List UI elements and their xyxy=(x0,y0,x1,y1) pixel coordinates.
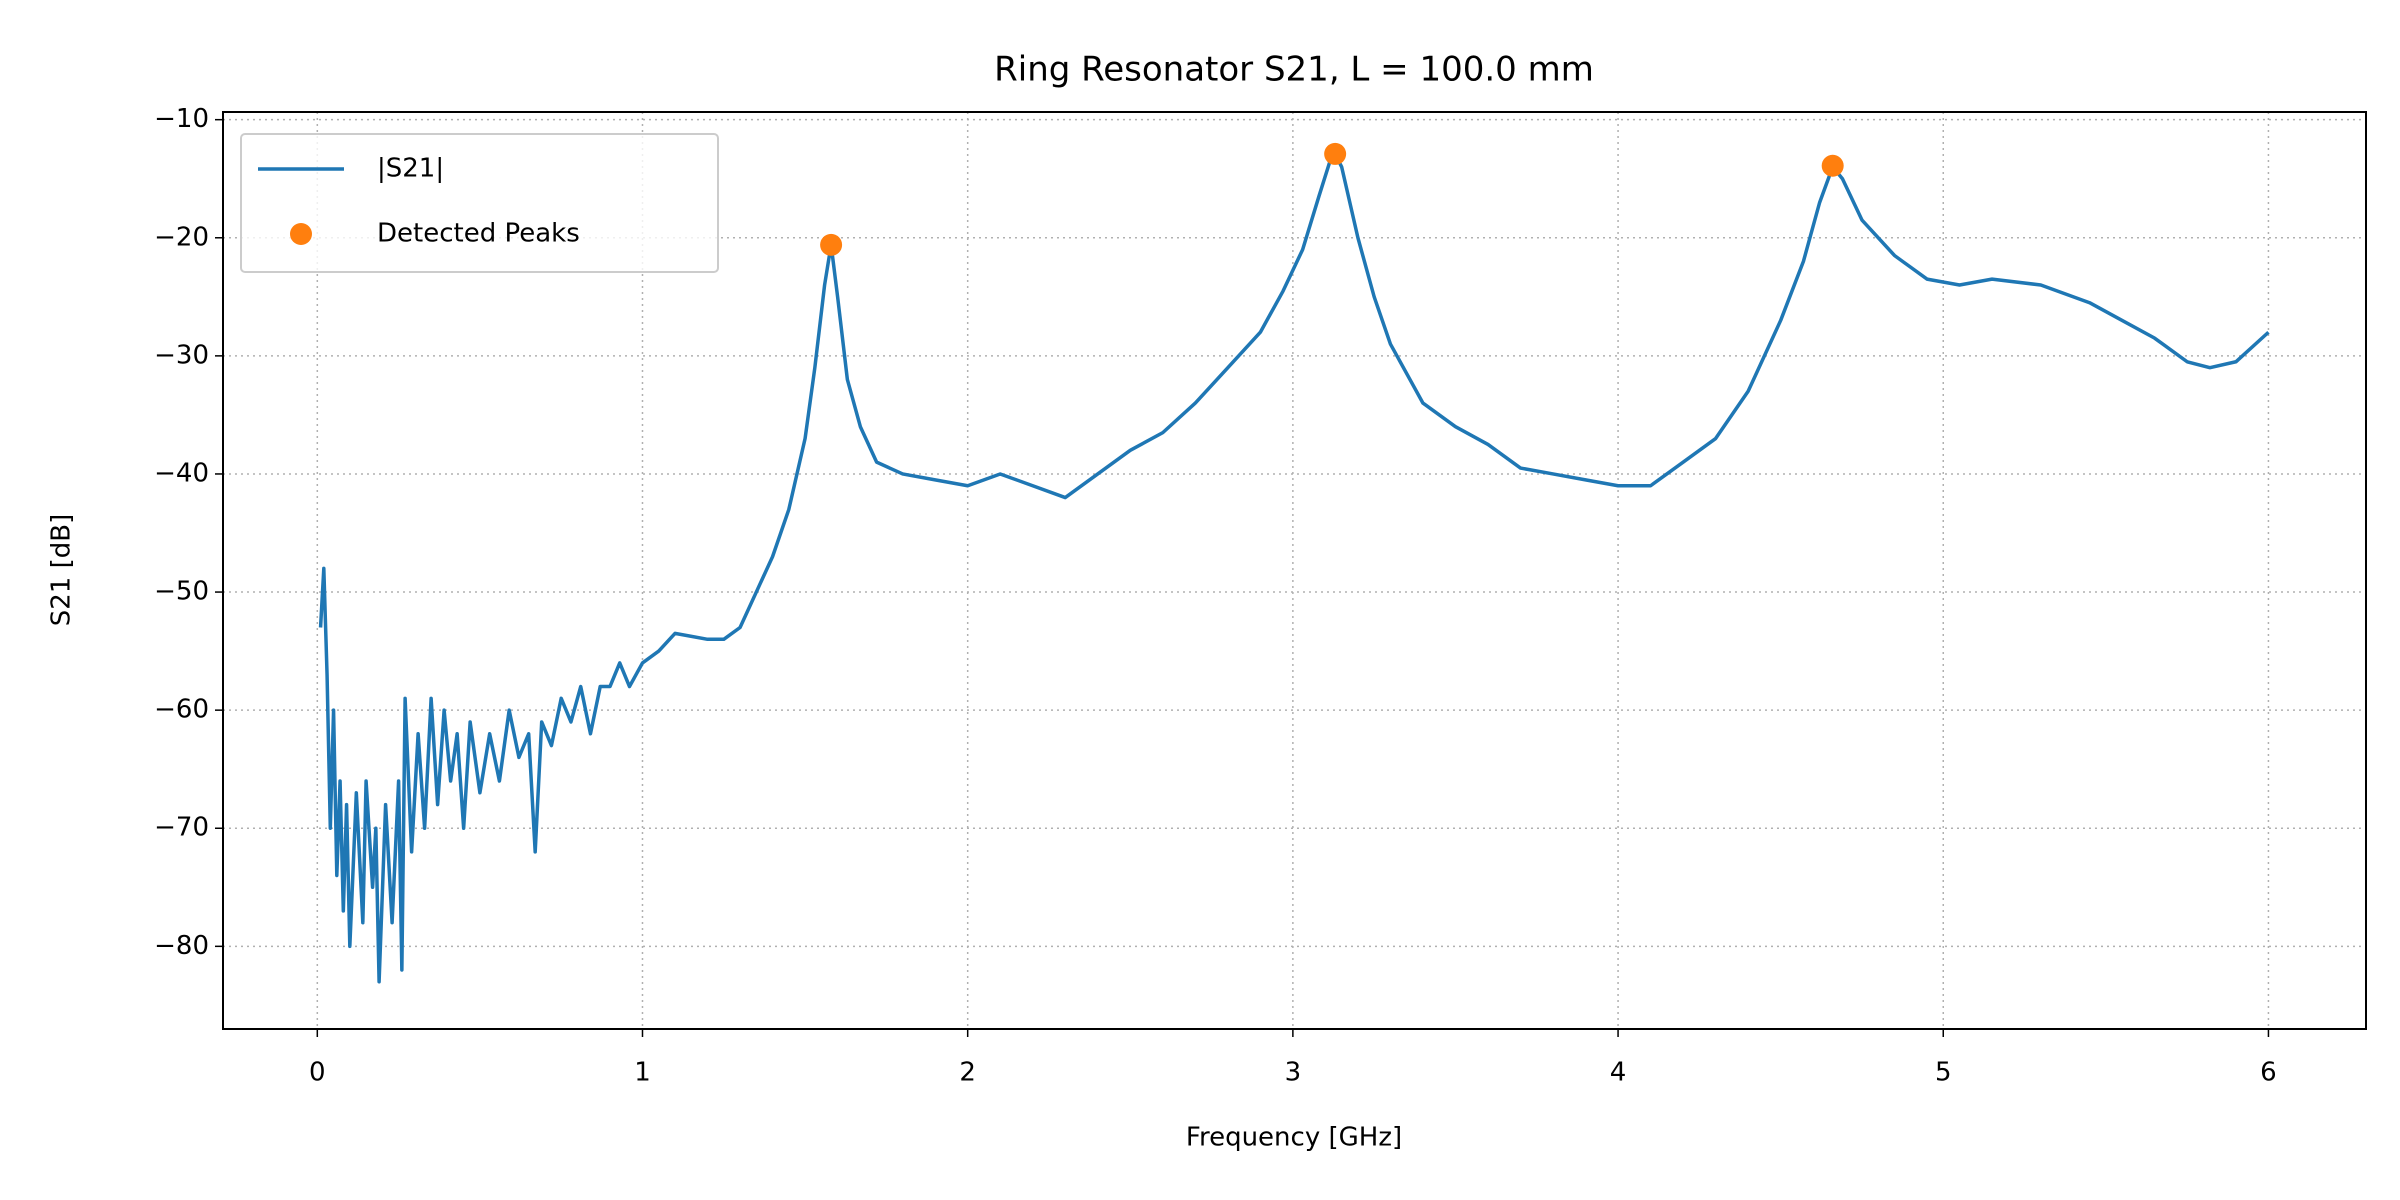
y-tick-label: −40 xyxy=(154,458,209,488)
y-tick-label: −20 xyxy=(154,222,209,252)
chart-title: Ring Resonator S21, L = 100.0 mm xyxy=(994,50,1594,90)
legend-label: |S21| xyxy=(377,154,444,184)
y-axis-label: S21 [dB] xyxy=(47,514,77,626)
plot-frame xyxy=(222,111,2367,1030)
peak-marker xyxy=(820,233,843,256)
peak-marker xyxy=(1324,142,1347,165)
x-tick-label: 3 xyxy=(1285,1058,1302,1088)
peak-marker xyxy=(1821,154,1844,177)
x-tick-label: 4 xyxy=(1610,1058,1627,1088)
data-line xyxy=(318,152,2270,984)
x-tick-label: 5 xyxy=(1935,1058,1952,1088)
x-axis-label: Frequency [GHz] xyxy=(1186,1123,1402,1153)
y-tick-label: −30 xyxy=(154,340,209,370)
x-tick-label: 2 xyxy=(959,1058,976,1088)
x-tick-label: 6 xyxy=(2260,1058,2277,1088)
legend-marker xyxy=(290,223,312,245)
y-tick-label: −80 xyxy=(154,931,209,961)
legend-box xyxy=(240,133,719,273)
legend-label: Detected Peaks xyxy=(377,219,580,249)
y-tick-label: −70 xyxy=(154,813,209,843)
y-tick-label: −10 xyxy=(154,104,209,134)
legend: |S21| Detected Peaks xyxy=(240,133,719,273)
x-tick-label: 0 xyxy=(309,1058,326,1088)
y-tick-label: −50 xyxy=(154,577,209,607)
x-tick-label: 1 xyxy=(634,1058,651,1088)
y-tick-label: −60 xyxy=(154,695,209,725)
